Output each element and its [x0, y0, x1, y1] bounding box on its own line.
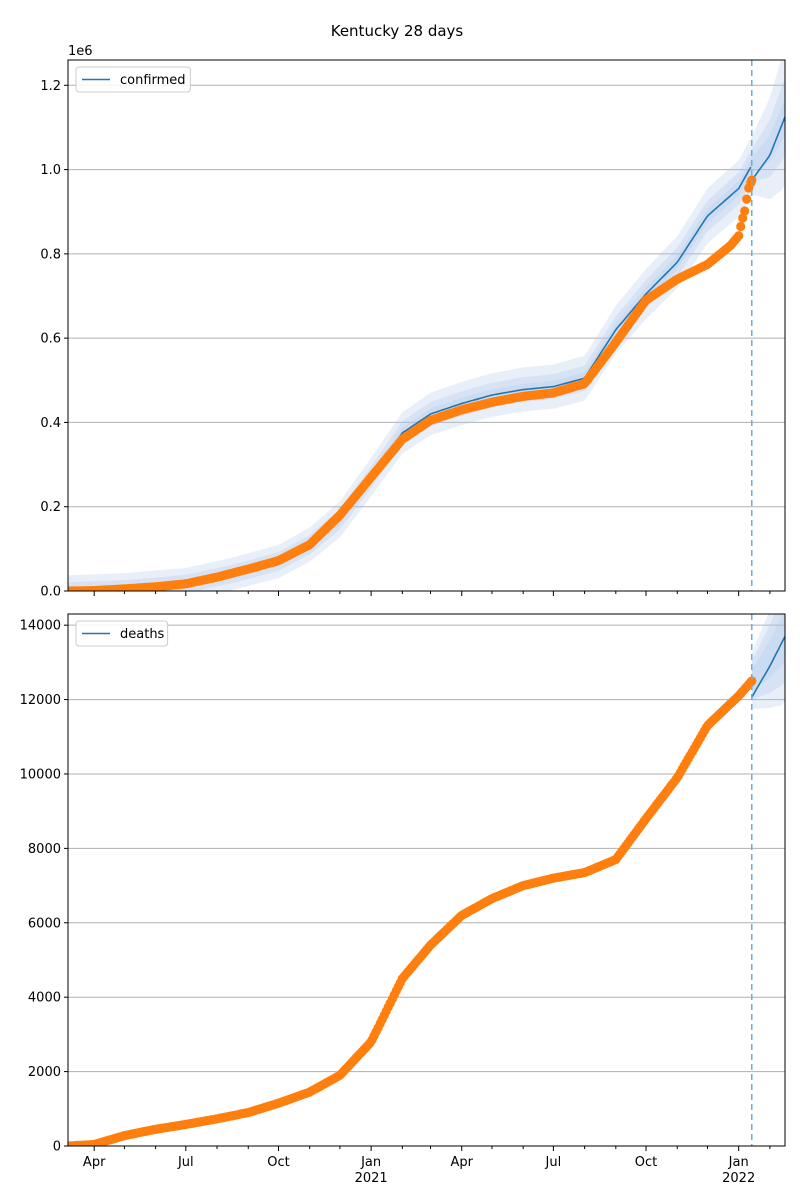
plot-area: [68, 60, 785, 591]
x-tick-label: Oct: [635, 1155, 657, 1170]
y-tick-label: 0.8: [40, 247, 61, 262]
x-tick-label: Apr: [450, 1155, 473, 1170]
x-tick-year-label: 2021: [355, 1171, 388, 1186]
forecast-line: [752, 116, 785, 180]
observed-point: [734, 231, 744, 241]
legend-box: [75, 66, 191, 93]
y-tick-label: 10000: [20, 767, 61, 782]
uncertainty-band: [68, 99, 785, 591]
figure-title: Kentucky 28 days: [331, 22, 464, 40]
y-tick-label: 0.6: [40, 332, 61, 347]
x-tick-label: Jul: [545, 1155, 562, 1170]
observed-point: [736, 221, 746, 232]
observed-point: [738, 213, 748, 223]
observed-point: [747, 676, 757, 686]
legend-box: [75, 620, 169, 647]
uncertainty-band: [751, 614, 785, 692]
y-tick-label: 8000: [28, 842, 61, 857]
y-tick-label: 14000: [20, 619, 61, 634]
x-tick-label: Jan: [728, 1155, 749, 1170]
axes-frame: [67, 59, 786, 592]
y-tick-label: 2000: [28, 1065, 61, 1080]
x-tick-year-label: 2022: [722, 1171, 755, 1186]
y-tick-label: 1.2: [40, 79, 61, 94]
y-tick-label: 0.4: [40, 416, 61, 431]
y-tick-label: 0.0: [40, 585, 61, 600]
observed-point: [742, 194, 752, 204]
uncertainty-band: [751, 614, 785, 709]
y-tick-label: 0: [53, 1140, 61, 1155]
uncertainty-band: [751, 614, 785, 701]
confirmed-panel: 0.0 0.2 0.4 0.6 0.8 1.0 1.2 1e6 confirmed: [40, 44, 786, 600]
y-multiplier-label: 1e6: [68, 44, 93, 59]
x-tick-label: Oct: [267, 1155, 289, 1170]
x-tick-label: Apr: [83, 1155, 106, 1170]
y-tick-label: 1.0: [40, 163, 61, 178]
x-tick-label: Jan: [360, 1155, 381, 1170]
y-tick-label: 12000: [20, 693, 61, 708]
y-tick-label: 6000: [28, 916, 61, 931]
uncertainty-band: [68, 78, 785, 591]
uncertainty-band: [68, 60, 785, 591]
legend: deaths: [75, 620, 169, 647]
y-tick-label: 0.2: [40, 500, 61, 515]
legend-label: confirmed: [120, 73, 186, 88]
deaths-panel: 0 2000 4000 6000 8000 10000 12000 14000 Apr Jul Oc…: [20, 613, 786, 1186]
model-line: [68, 166, 752, 591]
y-tick-label: 4000: [28, 991, 61, 1006]
forecast-line: [751, 635, 785, 698]
observed-point: [740, 206, 750, 216]
axes-frame: [67, 613, 786, 1147]
plot-area: [68, 614, 785, 1146]
legend: confirmed: [75, 66, 191, 93]
x-tick-label: Jul: [177, 1155, 194, 1170]
legend-label: deaths: [120, 627, 165, 642]
